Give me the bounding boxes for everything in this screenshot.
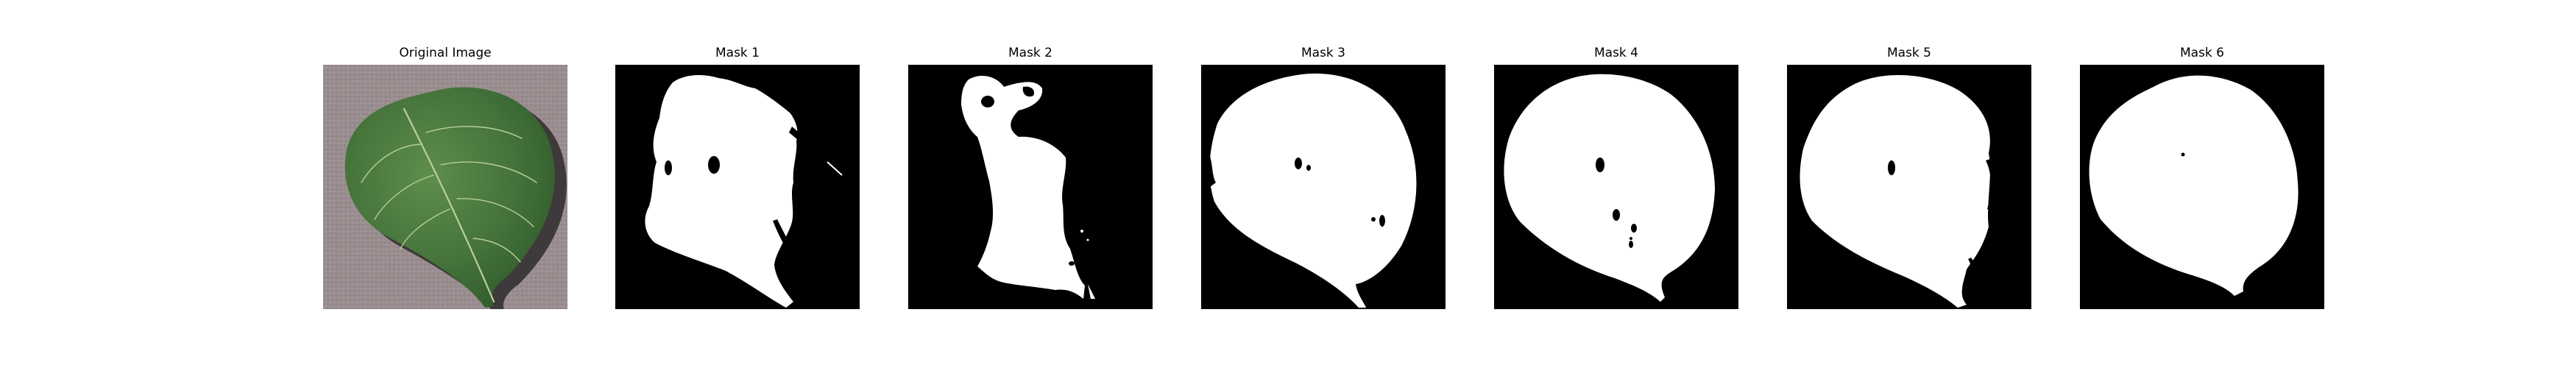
mask-region: [645, 75, 798, 308]
mask-5-image: [1787, 65, 2031, 309]
mask-region: [1209, 73, 1417, 308]
panel-title: Mask 3: [1301, 46, 1345, 60]
mask-region: [2089, 75, 2299, 296]
mask-2-image: [908, 65, 1153, 309]
panel-title: Mask 5: [1886, 46, 1931, 60]
leaf-veins: [361, 107, 537, 303]
leaf-blade: [344, 87, 555, 308]
leaf-photo: [323, 65, 567, 309]
panel-title: Original Image: [399, 46, 492, 60]
mask-1-image: [615, 65, 860, 309]
mask-region: [961, 76, 1085, 300]
mask-6-image: [2080, 65, 2324, 309]
panel-title: Mask 2: [1008, 46, 1052, 60]
panel-title: Mask 6: [2179, 46, 2224, 60]
mask-4-image: [1494, 65, 1738, 309]
mask-fragment: [827, 161, 843, 176]
mask-3-image: [1201, 65, 1446, 309]
mask-region: [1504, 74, 1715, 302]
panel-title: Mask 4: [1593, 46, 1638, 60]
mask-region: [1800, 75, 1990, 308]
panel-title: Mask 1: [715, 46, 760, 60]
